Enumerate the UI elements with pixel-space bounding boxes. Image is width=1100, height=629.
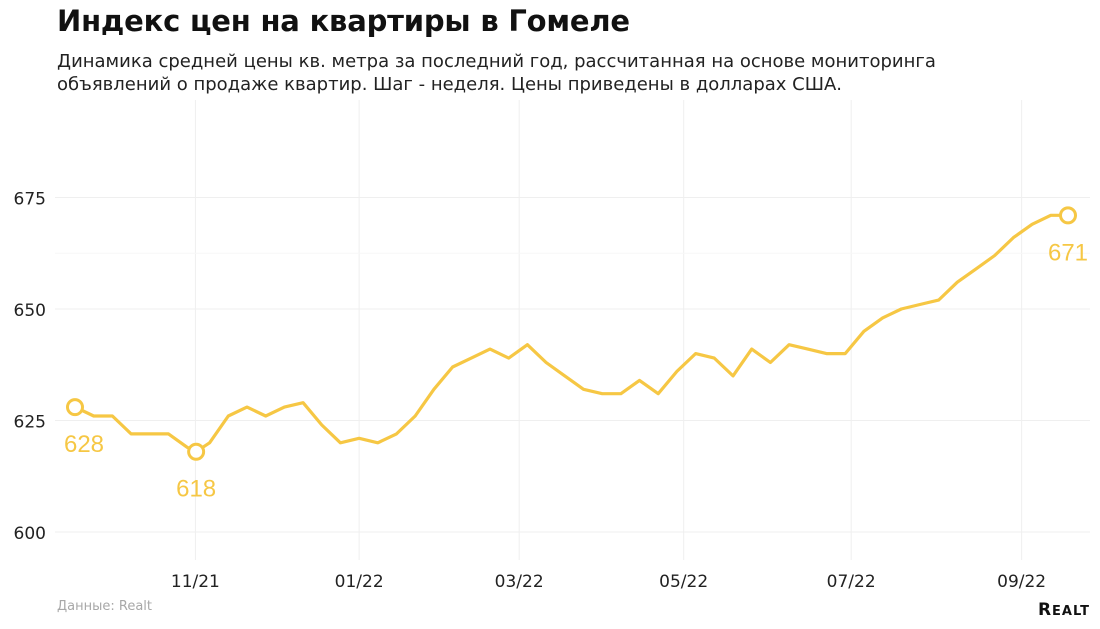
- y-axis: 600 625 650 675: [14, 190, 46, 545]
- price-series: [73, 213, 1070, 454]
- annotation-label: 628: [64, 431, 104, 458]
- realt-logo: REALT: [1038, 600, 1090, 620]
- y-tick-label: 675: [14, 190, 46, 210]
- x-tick-label: 01/22: [335, 572, 384, 592]
- annotation-label: 618: [176, 476, 216, 503]
- x-tick-label: 03/22: [495, 572, 544, 592]
- annotation-label: 671: [1048, 239, 1088, 266]
- horizontal-gridlines: [55, 197, 1090, 533]
- chart-subtitle: Динамика средней цены кв. метра за после…: [57, 50, 1057, 96]
- y-tick-label: 625: [14, 413, 46, 433]
- y-tick-label: 600: [14, 524, 46, 544]
- x-tick-label: 09/22: [997, 572, 1046, 592]
- annotation-point: [1059, 206, 1077, 225]
- x-axis: 11/21 01/22 03/22 05/22 07/22 09/22: [171, 572, 1046, 592]
- series-line: [73, 213, 1070, 454]
- subtitle-line-2: объявлений о продаже квартир. Шаг - неде…: [57, 74, 843, 95]
- logo-initial: R: [1037, 600, 1053, 620]
- vertical-gridlines: [194, 100, 1023, 560]
- annotation-point: [187, 442, 206, 461]
- annotation-point: [66, 398, 84, 417]
- annotation-markers: 628 618 671: [64, 206, 1088, 503]
- data-source-note: Данные: Realt: [57, 599, 153, 614]
- page-title: Индекс цен на квартиры в Гомеле: [57, 4, 630, 38]
- logo-rest: EALT: [1052, 604, 1090, 619]
- x-tick-label: 07/22: [827, 572, 876, 592]
- x-tick-label: 05/22: [659, 572, 708, 592]
- y-tick-label: 650: [14, 301, 46, 321]
- x-tick-label: 11/21: [171, 572, 220, 592]
- subtitle-line-1: Динамика средней цены кв. метра за после…: [57, 51, 936, 72]
